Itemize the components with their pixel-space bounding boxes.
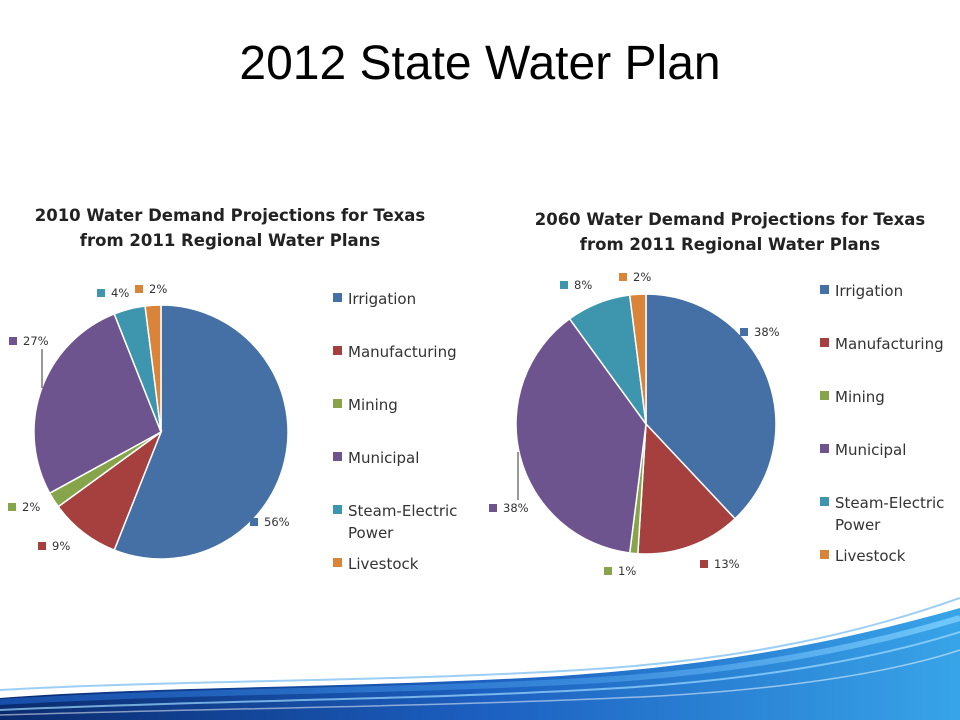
pie-slice-irrigation — [113, 304, 289, 560]
legend-label-steam-electric-power: Steam-Electric Power — [348, 502, 458, 542]
legend-label-manufacturing: Manufacturing — [835, 335, 944, 353]
legend-swatch-municipal — [333, 452, 342, 461]
pie-slice-municipal — [515, 317, 647, 554]
data-label-marker-steam-electric-power — [560, 281, 568, 289]
slide-title: 2012 State Water Plan — [239, 37, 721, 90]
data-label-manufacturing: 9% — [52, 539, 70, 553]
legend-label-manufacturing: Manufacturing — [348, 343, 457, 361]
data-label-marker-municipal — [9, 337, 17, 345]
data-label-steam-electric-power: 4% — [111, 286, 129, 300]
chart-1-title-line-1: 2010 Water Demand Projections for Texas — [34, 206, 426, 225]
chart-2-title-line-2: from 2011 Regional Water Plans — [579, 235, 881, 254]
legend-label-mining: Mining — [835, 388, 885, 406]
pie-slice-municipal — [33, 312, 162, 495]
legend-label-mining: Mining — [348, 396, 398, 414]
legend-swatch-irrigation — [333, 293, 342, 302]
chart-1-title-line-2: from 2011 Regional Water Plans — [79, 231, 381, 250]
pie-slice-irrigation — [645, 293, 777, 520]
data-label-marker-irrigation — [250, 518, 258, 526]
legend-swatch-steam-electric-power — [820, 497, 829, 506]
data-label-irrigation: 56% — [264, 515, 290, 529]
legend-2010: Irrigation Manufacturing Mining Municipal St… — [333, 288, 473, 588]
data-label-municipal: 38% — [503, 501, 529, 515]
data-label-mining: 1% — [618, 564, 636, 578]
wave-decoration — [0, 597, 960, 720]
legend-swatch-steam-electric-power — [333, 505, 342, 514]
data-label-mining: 2% — [22, 500, 40, 514]
legend-swatch-mining — [333, 399, 342, 408]
data-label-marker-mining — [8, 503, 16, 511]
legend-swatch-livestock — [333, 558, 342, 567]
data-label-municipal: 27% — [23, 334, 49, 348]
legend-swatch-municipal — [820, 444, 829, 453]
legend-swatch-manufacturing — [820, 338, 829, 347]
data-label-marker-livestock — [135, 285, 143, 293]
legend-swatch-mining — [820, 391, 829, 400]
data-label-marker-mining — [604, 567, 612, 575]
data-label-marker-municipal — [489, 504, 497, 512]
data-label-marker-manufacturing — [700, 560, 708, 568]
legend-label-municipal: Municipal — [348, 449, 420, 467]
legend-label-livestock: Livestock — [835, 547, 906, 565]
data-label-marker-manufacturing — [38, 542, 46, 550]
chart-2-title-line-1: 2060 Water Demand Projections for Texas — [534, 210, 926, 229]
data-label-irrigation: 38% — [754, 325, 780, 339]
legend-label-livestock: Livestock — [348, 555, 419, 573]
data-label-manufacturing: 13% — [714, 557, 740, 571]
legend-swatch-livestock — [820, 550, 829, 559]
legend-2060: Irrigation Manufacturing Mining Municipal St… — [820, 280, 955, 580]
legend-label-steam-electric-power: Steam-Electric Power — [835, 494, 945, 534]
data-label-marker-irrigation — [740, 328, 748, 336]
pie-slice-manufacturing — [637, 422, 737, 555]
legend-swatch-manufacturing — [333, 346, 342, 355]
legend-label-irrigation: Irrigation — [348, 290, 417, 308]
data-label-livestock: 2% — [633, 270, 651, 284]
chart-2-title: 2060 Water Demand Projections for Texas … — [520, 207, 940, 257]
pie-slice-livestock — [144, 304, 162, 433]
pie-slice-livestock — [628, 293, 647, 425]
legend-swatch-irrigation — [820, 285, 829, 294]
data-label-livestock: 2% — [149, 282, 167, 296]
legend-label-irrigation: Irrigation — [835, 282, 904, 300]
chart-1-title: 2010 Water Demand Projections for Texas … — [20, 203, 440, 253]
data-label-marker-livestock — [619, 273, 627, 281]
legend-label-municipal: Municipal — [835, 441, 907, 459]
data-label-marker-steam-electric-power — [97, 289, 105, 297]
data-label-steam-electric-power: 8% — [574, 278, 592, 292]
